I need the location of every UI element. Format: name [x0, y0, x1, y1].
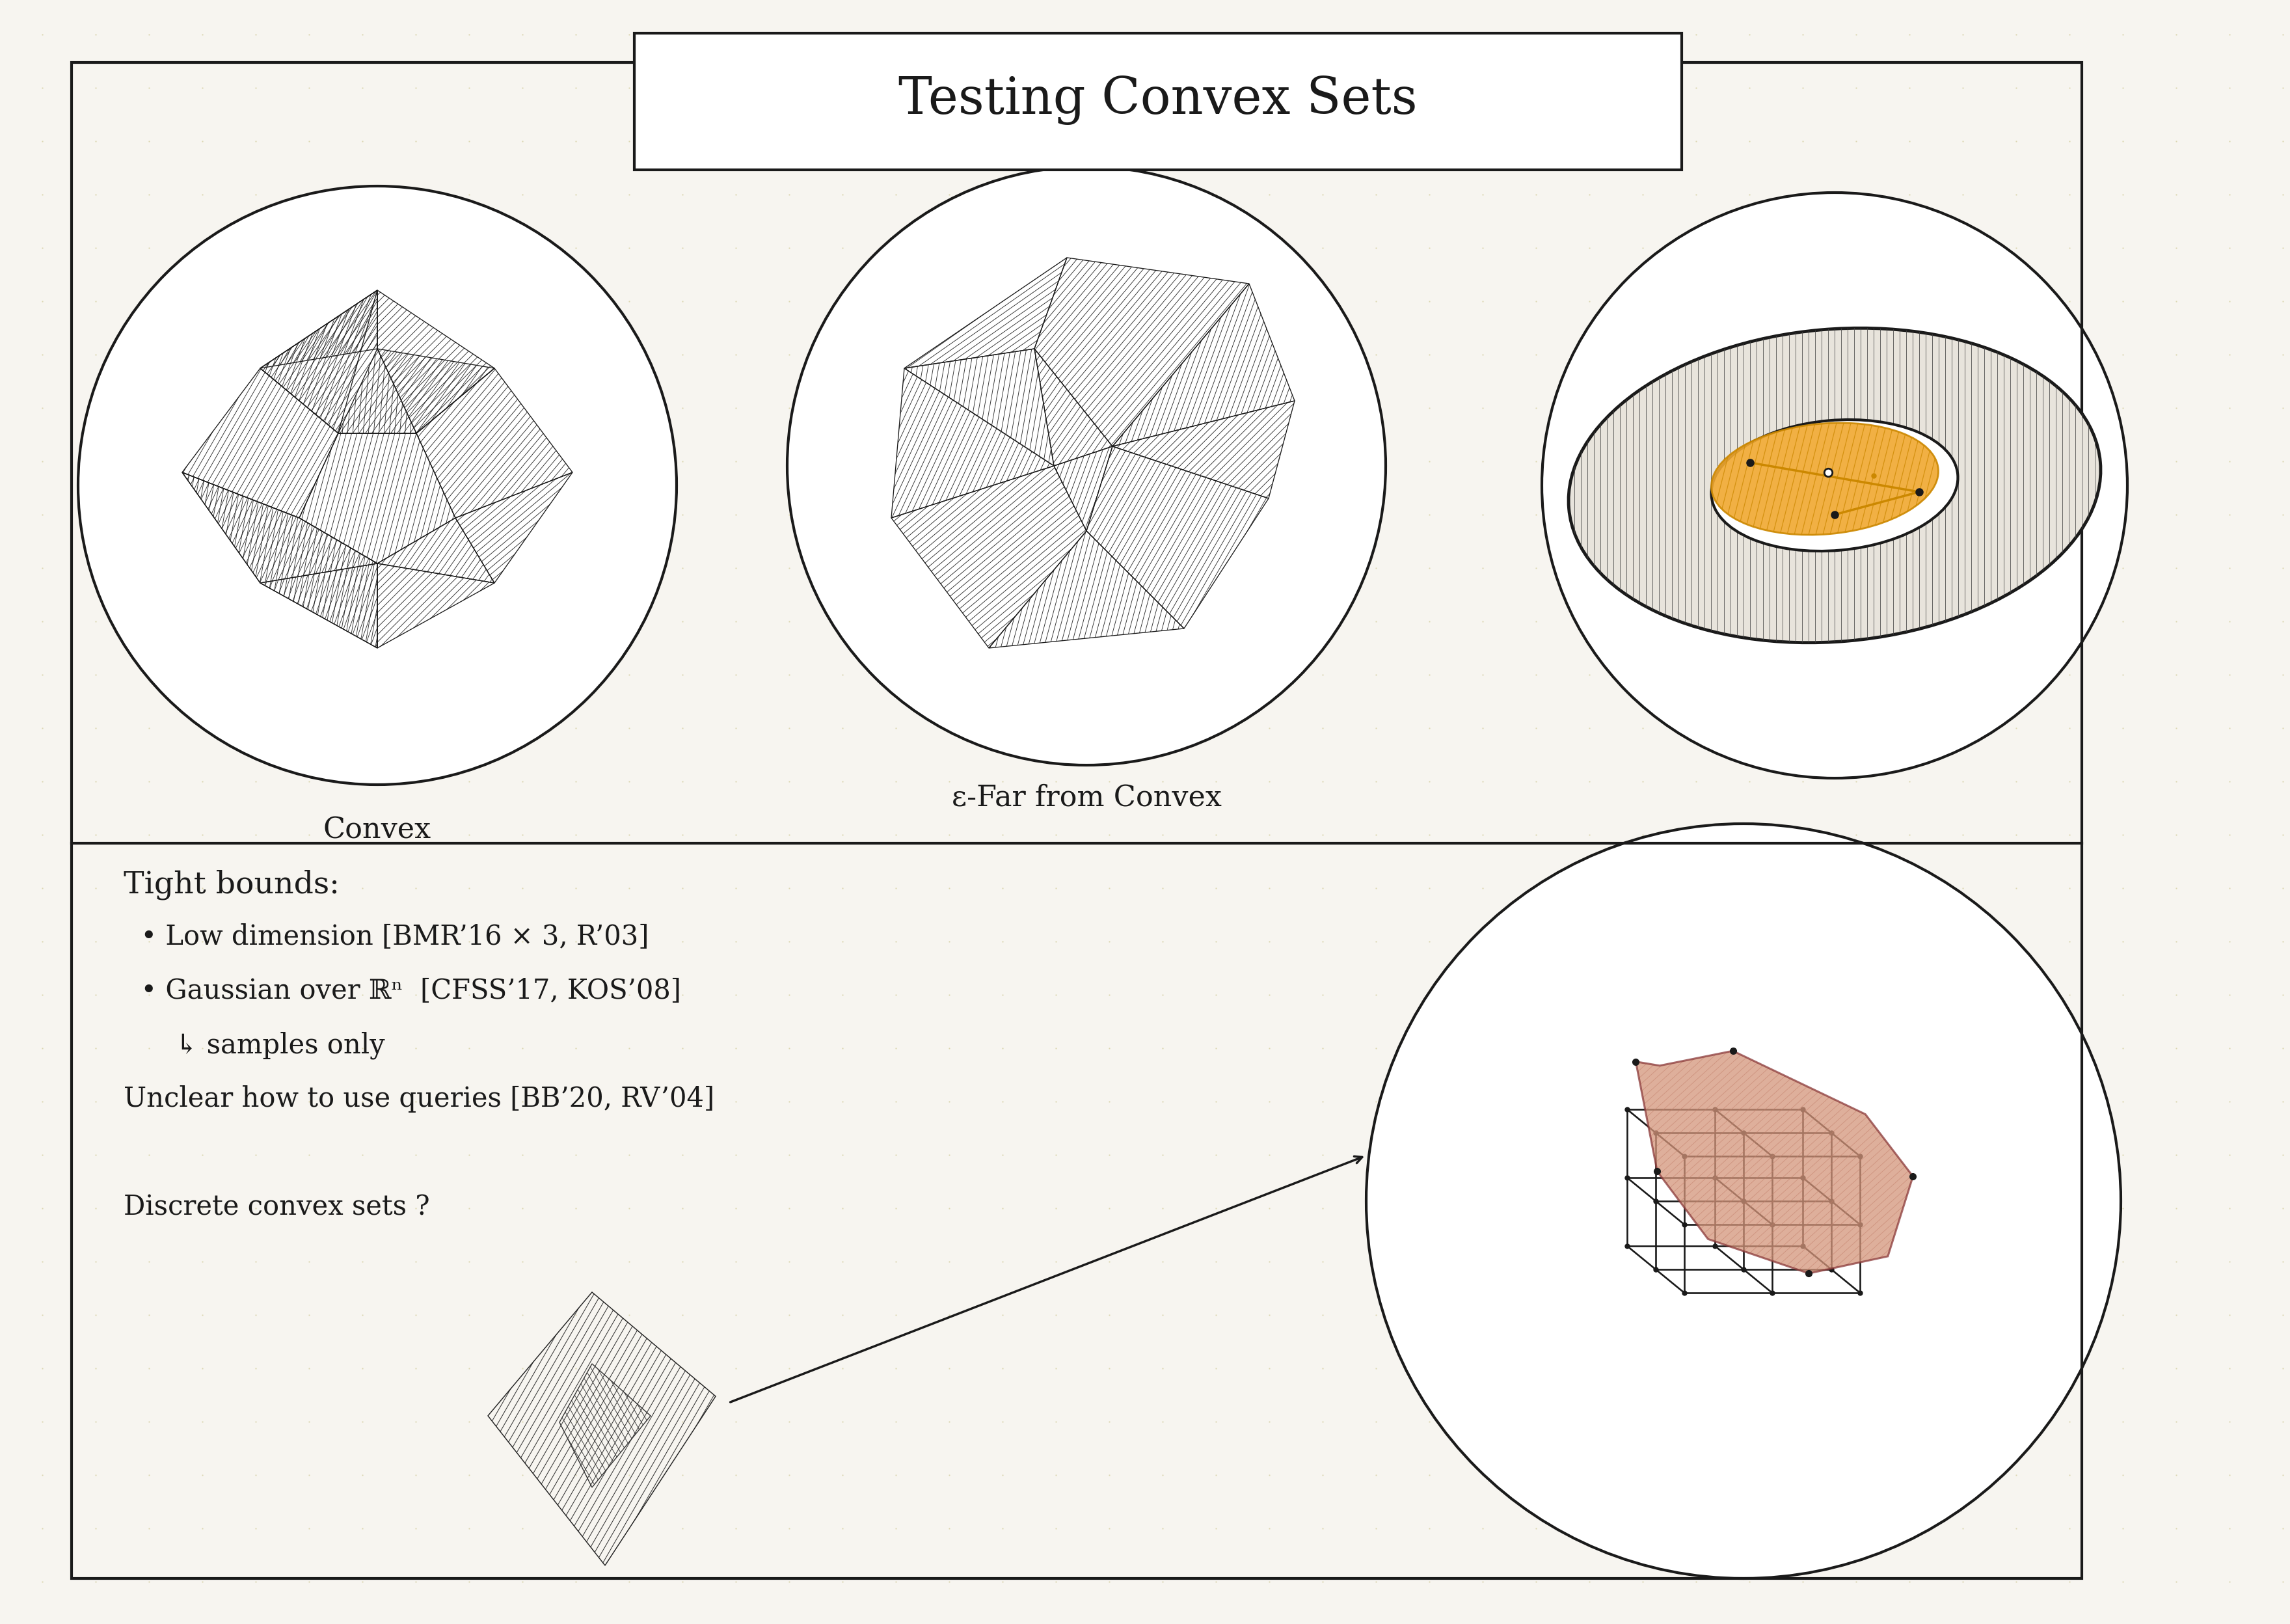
Text: Discrete convex sets ?: Discrete convex sets ? — [124, 1194, 431, 1221]
Ellipse shape — [1569, 328, 2100, 643]
Circle shape — [78, 187, 676, 784]
Circle shape — [788, 167, 1385, 765]
Circle shape — [1367, 823, 2121, 1579]
Text: ε-Far from Convex: ε-Far from Convex — [953, 784, 1221, 812]
Text: • Low dimension [BMR’16 × 3, R’03]: • Low dimension [BMR’16 × 3, R’03] — [124, 924, 648, 950]
Text: Unclear how to use queries [BB’20, RV’04]: Unclear how to use queries [BB’20, RV’04… — [124, 1085, 714, 1112]
Circle shape — [1541, 193, 2127, 778]
FancyBboxPatch shape — [634, 32, 1681, 171]
Ellipse shape — [1711, 419, 1958, 551]
Text: Convex: Convex — [323, 817, 431, 844]
Bar — [71, 62, 2082, 1579]
Text: Testing Convex Sets: Testing Convex Sets — [898, 75, 1418, 125]
Ellipse shape — [1711, 422, 1937, 534]
Text: • Gaussian over ℝⁿ  [CFSS’17, KOS’08]: • Gaussian over ℝⁿ [CFSS’17, KOS’08] — [124, 978, 680, 1005]
Text: Tight bounds:: Tight bounds: — [124, 869, 339, 900]
Text: ↳ samples only: ↳ samples only — [124, 1031, 385, 1059]
Polygon shape — [1635, 1051, 1912, 1273]
